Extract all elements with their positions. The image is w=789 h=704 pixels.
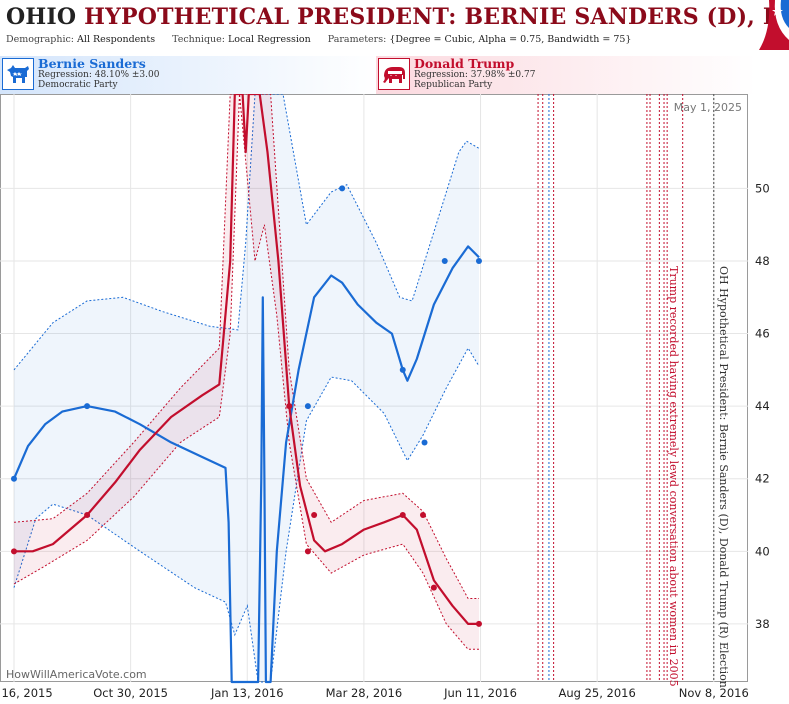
regression-line xyxy=(14,94,479,625)
poll-point xyxy=(339,185,346,192)
poll-point xyxy=(311,512,318,519)
candidate-sanders: Bernie Sanders Regression: 48.10% ±3.00 … xyxy=(0,56,380,94)
x-tick-label: Oct 30, 2015 xyxy=(93,686,168,700)
state-name: OHIO xyxy=(6,4,77,30)
event-label: Trump recorded having extremely lewd con… xyxy=(667,266,680,687)
flag-corner-icon xyxy=(759,0,789,50)
poll-point xyxy=(304,548,311,555)
y-tick-label: 46 xyxy=(755,327,770,341)
y-tick-label: 40 xyxy=(755,544,770,558)
plot-frame xyxy=(0,94,748,682)
x-tick-label: Aug 16, 2015 xyxy=(0,686,53,700)
site-watermark: HowWillAmericaVote.com xyxy=(6,668,147,681)
poll-point xyxy=(441,257,448,264)
candidate-name: Donald Trump xyxy=(414,56,515,71)
confidence-band xyxy=(14,94,479,650)
demographic-label: Demographic: xyxy=(6,34,75,45)
y-tick-label: 44 xyxy=(755,399,770,413)
date-stamp: May 1, 2025 xyxy=(674,101,742,114)
donkey-icon xyxy=(2,58,34,90)
x-tick-label: Jan 13, 2016 xyxy=(210,686,284,700)
title-text: HYPOTHETICAL PRESIDENT: BERNIE SANDERS (… xyxy=(84,4,789,30)
poll-chart: Trump recorded having extremely lewd con… xyxy=(0,94,770,700)
poll-point xyxy=(304,403,311,410)
candidate-trump: Donald Trump Regression: 37.98% ±0.77 Re… xyxy=(376,56,756,94)
parameters-label: Parameters: xyxy=(327,34,387,45)
x-tick-label: Jun 11, 2016 xyxy=(443,686,517,700)
poll-point xyxy=(421,439,428,446)
parameters-value: {Degree = Cubic, Alpha = 0.75, Bandwidth… xyxy=(389,34,632,45)
elephant-icon xyxy=(378,58,410,90)
y-tick-label: 50 xyxy=(755,181,770,195)
y-tick-label: 38 xyxy=(755,617,770,631)
upper-bound-line xyxy=(13,94,479,599)
poll-point xyxy=(10,475,17,482)
title-bar: OHIO HYPOTHETICAL PRESIDENT: BERNIE SAND… xyxy=(0,0,789,56)
candidate-party: Democratic Party xyxy=(38,80,118,90)
candidate-regression: Regression: 37.98% ±0.77 xyxy=(414,70,536,80)
confidence-band xyxy=(14,94,479,682)
x-tick-label: Aug 25, 2016 xyxy=(558,686,635,700)
y-tick-label: 42 xyxy=(755,472,770,486)
technique-value: Local Regression xyxy=(228,34,311,45)
poll-point xyxy=(10,548,17,555)
x-tick-label: Mar 28, 2016 xyxy=(326,686,403,700)
lower-bound-line xyxy=(13,94,479,650)
poll-point xyxy=(399,366,406,373)
poll-point xyxy=(430,584,437,591)
demographic-value: All Respondents xyxy=(77,34,156,45)
regression-line xyxy=(12,245,480,684)
poll-point xyxy=(475,257,482,264)
poll-point xyxy=(84,512,91,519)
candidate-party: Republican Party xyxy=(414,80,493,90)
upper-bound-line xyxy=(13,94,480,371)
poll-point xyxy=(399,512,406,519)
poll-point xyxy=(84,403,91,410)
event-label: OH Hypothetical President: Bernie Sander… xyxy=(717,266,730,688)
y-tick-label: 48 xyxy=(755,254,770,268)
candidate-name: Bernie Sanders xyxy=(38,56,146,71)
parameters-line: Demographic: All Respondents Technique: … xyxy=(6,34,631,45)
x-tick-label: Nov 8, 2016 xyxy=(679,686,749,700)
poll-point xyxy=(419,512,426,519)
poll-point xyxy=(475,620,482,627)
candidate-legend: Bernie Sanders Regression: 48.10% ±3.00 … xyxy=(0,56,789,94)
candidate-regression: Regression: 48.10% ±3.00 xyxy=(38,70,160,80)
technique-label: Technique: xyxy=(172,34,225,45)
page-title: OHIO HYPOTHETICAL PRESIDENT: BERNIE SAND… xyxy=(6,4,789,30)
poll-point xyxy=(286,403,293,410)
